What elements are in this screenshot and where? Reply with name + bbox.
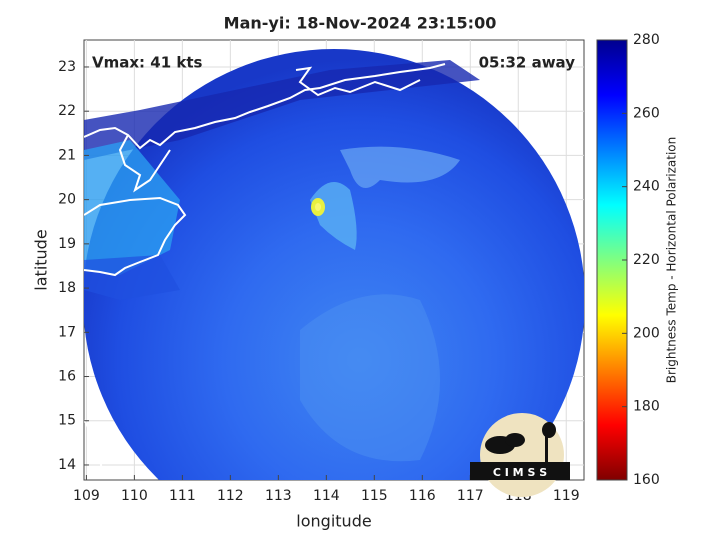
x-tick-label: 110 [121, 488, 148, 504]
x-tick-label: 119 [553, 488, 580, 504]
x-axis-label: longitude [296, 512, 371, 531]
colorbar-tick-label: 180 [633, 399, 660, 415]
colorbar-tick-label: 220 [633, 252, 660, 268]
away-label: 05:32 away [479, 54, 576, 72]
vmax-label: Vmax: 41 kts [92, 54, 202, 72]
y-tick-label: 19 [58, 236, 76, 252]
x-tick-label: 117 [457, 488, 484, 504]
x-tick-label: 115 [361, 488, 388, 504]
x-tick-label: 109 [73, 488, 100, 504]
x-tick-label: 116 [409, 488, 436, 504]
coastline [84, 63, 446, 476]
x-tick-label: 112 [217, 488, 244, 504]
y-tick-label: 16 [58, 369, 76, 385]
y-tick-label: 20 [58, 192, 76, 208]
x-tick-label: 114 [313, 488, 340, 504]
colorbar-tick-label: 200 [633, 325, 660, 341]
y-axis-label: latitude [32, 229, 51, 290]
x-tick-label: 111 [169, 488, 196, 504]
colorbar-tick-label: 260 [633, 105, 660, 121]
colorbar-tick-label: 160 [633, 472, 660, 488]
colorbar-label: Brightness Temp - Horizontal Polarizatio… [665, 137, 679, 384]
y-tick-label: 22 [58, 103, 76, 119]
y-tick-label: 23 [58, 59, 76, 75]
cimss-logo: C I M S S [470, 413, 570, 497]
y-tick-label: 17 [58, 324, 76, 340]
map-title: Man-yi: 18-Nov-2024 23:15:00 [224, 14, 497, 33]
y-tick-label: 21 [58, 147, 76, 163]
axes: 1091101111121131141151161171181191415161… [58, 59, 579, 504]
y-tick-label: 15 [58, 413, 76, 429]
colorbar-tick-label: 240 [633, 179, 660, 195]
y-tick-label: 14 [58, 457, 76, 473]
y-tick-label: 18 [58, 280, 76, 296]
x-tick-label: 113 [265, 488, 292, 504]
colorbar-axis: 160 180 200 220 240 260 280 [622, 32, 660, 488]
swath [84, 49, 584, 480]
logo-text: C I M S S [493, 466, 547, 479]
colorbar-tick-label: 280 [633, 32, 660, 48]
